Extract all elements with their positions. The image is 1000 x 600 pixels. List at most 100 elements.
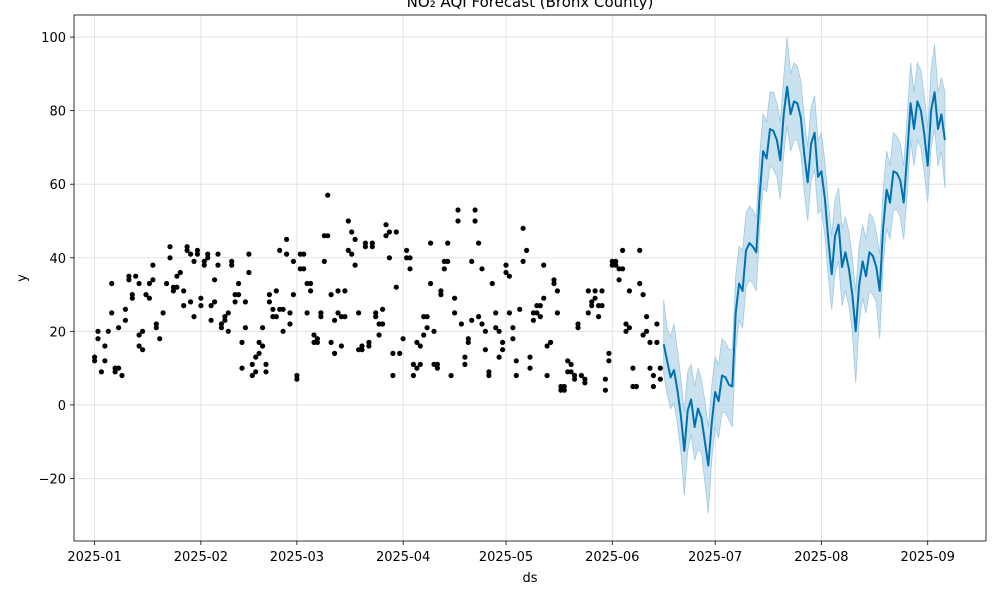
observed-point <box>102 358 108 364</box>
observed-point <box>116 365 122 371</box>
observed-point <box>122 306 128 312</box>
observed-point <box>568 361 574 367</box>
observed-point <box>620 266 626 272</box>
observed-point <box>284 251 290 257</box>
observed-point <box>417 343 423 349</box>
x-axis-ticks: 2025-01 2025-02 2025-03 2025-04 2025-05 2025-… <box>67 541 955 565</box>
observed-point <box>486 372 492 379</box>
observed-point <box>640 292 646 298</box>
observed-point <box>359 343 365 349</box>
uncertainty-band-layer <box>663 37 946 514</box>
observed-point <box>335 288 341 294</box>
observed-point <box>424 314 430 320</box>
observed-point <box>184 244 190 250</box>
observed-point <box>606 358 612 364</box>
observed-point <box>489 280 495 287</box>
observed-point <box>256 339 262 345</box>
observed-point <box>328 339 334 345</box>
observed-point <box>479 321 485 327</box>
observed-point <box>404 247 410 253</box>
x-tick-label: 2025-03 <box>270 550 324 565</box>
observed-point <box>421 332 427 338</box>
plot-area-frame <box>73 14 987 542</box>
observed-point <box>232 299 238 305</box>
observed-point <box>438 292 444 298</box>
observed-point <box>260 343 266 349</box>
observed-point <box>308 280 314 287</box>
observed-point <box>469 258 475 264</box>
observed-point <box>565 358 571 364</box>
observed-point <box>469 317 475 323</box>
observed-point <box>407 266 413 272</box>
observed-point <box>167 244 173 250</box>
observed-point <box>544 372 550 379</box>
y-tick-label: 80 <box>49 105 66 120</box>
observed-point <box>654 321 660 327</box>
observed-point <box>414 365 420 371</box>
observed-point <box>452 295 458 301</box>
observed-point <box>506 310 512 316</box>
observed-point <box>544 343 550 349</box>
observed-point <box>434 361 440 367</box>
observed-point <box>623 321 629 327</box>
x-tick-label: 2025-01 <box>67 550 121 565</box>
observed-point <box>95 328 101 334</box>
chart-title: NO₂ AQI Forecast (Bronx County) <box>407 0 654 11</box>
observed-point <box>205 251 211 257</box>
observed-point <box>548 339 554 345</box>
observed-point <box>349 229 355 235</box>
observed-point <box>290 258 296 264</box>
observed-point <box>602 376 609 382</box>
forecast-line-layer <box>662 85 946 467</box>
observed-point <box>215 262 221 268</box>
observed-point <box>434 365 440 371</box>
observed-point <box>311 332 317 338</box>
observed-point <box>260 325 266 331</box>
observed-point <box>225 310 231 316</box>
x-tick-label: 2025-02 <box>174 550 228 565</box>
observed-point <box>218 321 224 327</box>
observed-point <box>198 303 204 309</box>
observed-point <box>572 372 578 379</box>
observed-point <box>493 325 499 331</box>
observed-point <box>126 277 132 283</box>
observed-point <box>242 299 248 305</box>
observed-point <box>263 369 269 375</box>
observed-point <box>153 325 159 331</box>
observed-point <box>640 332 646 338</box>
observed-point <box>397 350 403 356</box>
observed-point <box>626 325 633 331</box>
observed-point <box>589 299 595 305</box>
observed-point <box>407 255 413 261</box>
observed-point <box>386 255 392 261</box>
observed-point <box>369 244 375 250</box>
observed-point <box>482 328 488 334</box>
observed-point <box>517 306 523 312</box>
observed-point <box>102 343 108 349</box>
observed-point <box>157 336 163 342</box>
observed-point <box>410 361 416 367</box>
observed-point <box>530 317 537 323</box>
observed-point <box>633 383 639 390</box>
observed-point <box>256 350 262 356</box>
observed-point <box>506 273 512 279</box>
observed-point <box>335 310 341 316</box>
observed-point <box>229 258 235 264</box>
observed-point <box>650 372 657 379</box>
observed-point <box>373 314 379 320</box>
x-tick-label: 2025-06 <box>585 550 639 565</box>
observed-point <box>582 380 588 386</box>
observed-point <box>496 354 502 360</box>
observed-point <box>246 269 252 276</box>
observed-point <box>534 310 540 316</box>
observed-point <box>599 303 605 309</box>
observed-point <box>438 288 444 294</box>
observed-point <box>520 258 526 264</box>
observed-point <box>510 336 516 342</box>
observed-point <box>585 310 591 316</box>
observed-point <box>496 328 502 334</box>
observed-point <box>328 292 334 298</box>
x-tick-label: 2025-07 <box>688 550 742 565</box>
observed-point <box>445 240 451 246</box>
observed-point <box>458 321 464 327</box>
